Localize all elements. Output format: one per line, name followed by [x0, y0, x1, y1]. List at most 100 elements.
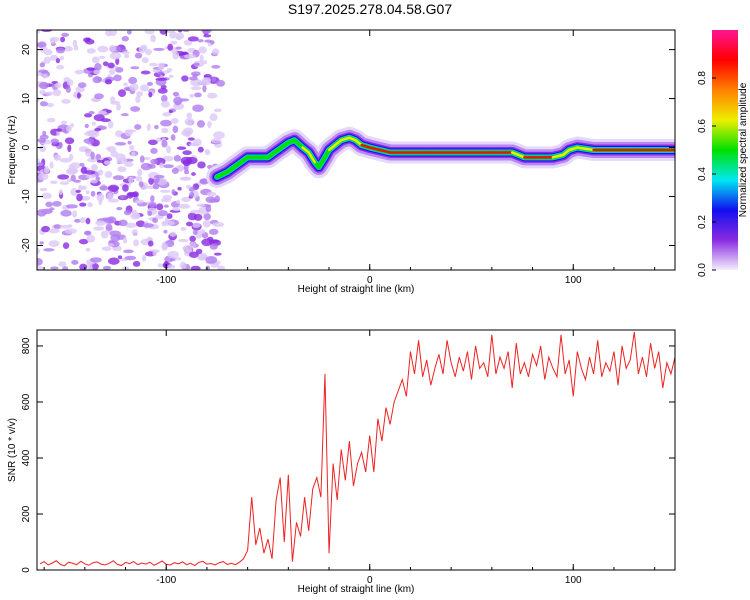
noise-blob — [84, 170, 96, 175]
noise-blob — [157, 263, 163, 268]
noise-blob — [91, 56, 100, 64]
noise-blob — [190, 209, 201, 214]
noise-blob — [37, 265, 44, 270]
noise-blob — [173, 154, 182, 162]
noise-blob — [181, 196, 191, 203]
noise-blob — [152, 183, 160, 190]
noise-blob — [124, 129, 133, 137]
snr-x-tick-label: -100 — [156, 575, 176, 586]
noise-blob — [196, 203, 205, 207]
noise-blob — [182, 159, 192, 167]
spectrogram-y-tick-label: 20 — [21, 44, 32, 56]
noise-blob — [198, 46, 207, 54]
spectrogram-xlabel: Height of straight line (km) — [298, 284, 415, 295]
noise-blob — [150, 158, 158, 165]
noise-blob — [68, 164, 76, 170]
noise-blob — [90, 190, 96, 197]
noise-blob — [194, 92, 202, 98]
noise-blob — [134, 52, 143, 59]
noise-blob — [205, 255, 218, 264]
noise-blob — [172, 91, 180, 97]
spectrogram-y-tick-label: -10 — [21, 189, 32, 204]
noise-blob — [147, 139, 158, 146]
noise-blob — [159, 30, 168, 35]
noise-blob — [42, 73, 48, 79]
noise-blob — [171, 167, 179, 174]
noise-blob — [176, 146, 187, 150]
noise-blob — [129, 144, 135, 151]
noise-blob — [178, 238, 189, 243]
noise-blob — [62, 242, 70, 249]
noise-blob — [168, 74, 174, 79]
noise-blob — [193, 62, 200, 66]
noise-blob — [124, 161, 134, 167]
noise-blob — [42, 130, 47, 136]
noise-blob — [212, 221, 224, 228]
colorbar-gradient — [712, 30, 738, 270]
noise-blob — [39, 62, 45, 68]
noise-blob — [46, 102, 54, 108]
noise-blob — [37, 30, 41, 34]
noise-blob — [64, 137, 75, 145]
noise-blob — [49, 207, 55, 211]
noise-blob — [85, 247, 91, 252]
noise-blob — [59, 157, 72, 163]
noise-blob — [213, 252, 222, 256]
snr-y-tick-label: 400 — [21, 449, 32, 466]
noise-blob — [181, 75, 189, 82]
noise-blob — [97, 169, 104, 176]
noise-blob — [48, 240, 60, 247]
noise-blob — [135, 95, 141, 104]
noise-blob — [59, 55, 65, 61]
noise-blob — [127, 140, 132, 145]
ridge-core — [354, 138, 363, 147]
noise-blob — [124, 87, 131, 91]
noise-blob — [152, 250, 157, 257]
ridge-core — [576, 146, 595, 152]
noise-blob — [108, 30, 118, 37]
noise-blob — [104, 171, 113, 179]
noise-blob — [53, 224, 62, 229]
noise-blob — [136, 90, 144, 97]
noise-blob — [217, 265, 225, 270]
noise-blob — [37, 258, 43, 266]
noise-blob — [192, 222, 201, 228]
noise-blob — [203, 212, 211, 221]
noise-blob — [148, 177, 155, 185]
noise-blob — [116, 103, 121, 111]
noise-blob — [170, 134, 176, 141]
noise-blob — [160, 119, 172, 127]
noise-blob — [157, 62, 165, 71]
noise-blob — [215, 79, 226, 87]
ridge-core — [567, 146, 579, 152]
noise-blob — [122, 184, 129, 192]
noise-blob — [163, 204, 169, 208]
noise-blob — [121, 51, 130, 55]
noise-blob — [157, 87, 168, 94]
noise-blob — [148, 164, 156, 169]
noise-blob — [160, 100, 170, 108]
spectrogram-ylabel: Frequency (Hz) — [7, 116, 18, 185]
noise-blob — [134, 199, 144, 204]
noise-blob — [132, 260, 141, 267]
noise-blob — [131, 229, 138, 235]
noise-blob — [141, 57, 149, 64]
noise-blob — [39, 89, 46, 95]
snr-x-tick-label: 100 — [565, 575, 582, 586]
noise-blob — [37, 72, 43, 76]
noise-blob — [202, 219, 211, 228]
noise-blob — [167, 43, 173, 51]
snr-y-tick-label: 800 — [21, 337, 32, 354]
noise-blob — [55, 128, 63, 132]
noise-blob — [56, 64, 65, 70]
noise-blob — [190, 78, 202, 87]
noise-blob — [106, 146, 111, 151]
noise-blob — [43, 56, 51, 64]
colorbar-ticks: 0.0 0.2 0.4 0.6 0.8 — [697, 71, 716, 277]
noise-blob — [177, 30, 183, 33]
noise-blob — [148, 91, 153, 98]
noise-blob — [176, 32, 185, 40]
noise-blob — [43, 49, 53, 56]
noise-blob — [121, 35, 129, 42]
noise-blob — [102, 61, 109, 67]
